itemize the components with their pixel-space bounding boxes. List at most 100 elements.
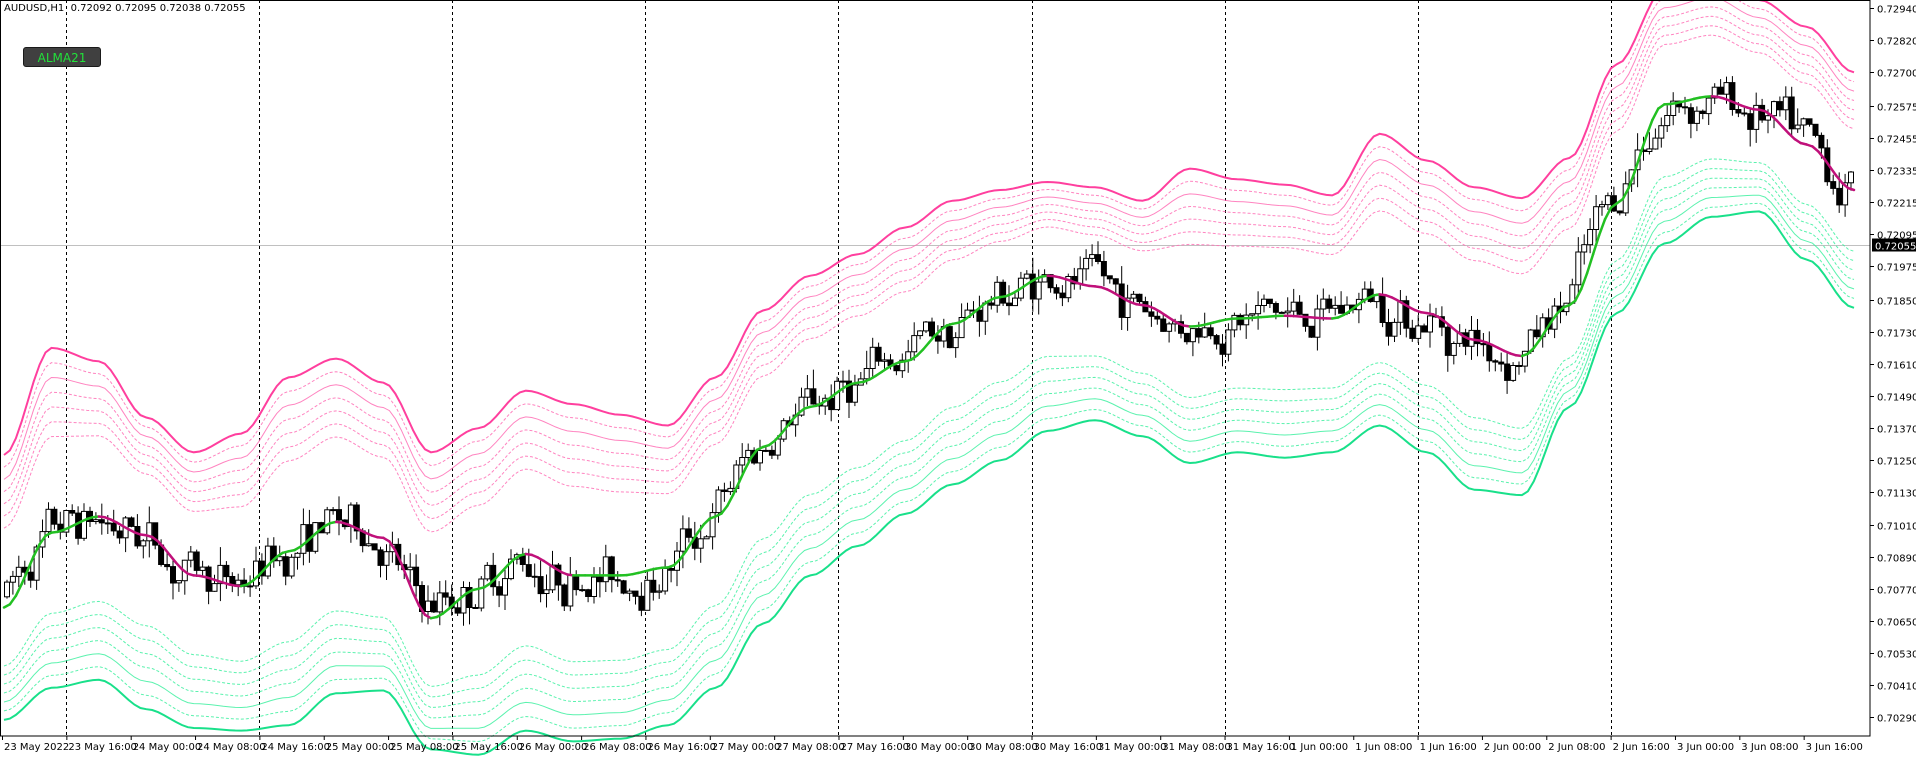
alma-segment — [785, 418, 794, 429]
candle-bull — [508, 558, 514, 580]
alma-segment — [441, 607, 450, 615]
candle-bear — [1682, 106, 1688, 109]
candle-bear — [1421, 325, 1428, 333]
alma-segment — [1781, 125, 1791, 135]
x-tick-label: 30 May 16:00 — [1034, 742, 1103, 753]
y-tick-label: 0.72335 — [1877, 167, 1916, 178]
alma-segment — [1585, 253, 1595, 275]
candle-bear — [282, 556, 289, 577]
candle-bull — [1255, 305, 1262, 315]
lower-band-line — [3, 177, 1855, 708]
alma-segment — [1769, 113, 1779, 122]
candle-bull — [478, 578, 485, 609]
candle-bear — [1100, 261, 1107, 277]
candle-bull — [1599, 204, 1605, 208]
candle-bull — [1130, 293, 1137, 299]
alma-segment — [1823, 157, 1832, 169]
candle-bull — [1243, 314, 1250, 326]
candle-bull — [952, 337, 959, 349]
candle-bear — [430, 600, 437, 613]
candle-bull — [1723, 82, 1730, 95]
candle-bear — [946, 326, 953, 349]
candle-bull — [199, 566, 206, 571]
candle-bear — [1516, 365, 1522, 367]
upper-band-line — [3, 34, 1855, 533]
candle-bull — [294, 552, 301, 558]
candle-bear — [134, 526, 141, 547]
x-tick-label: 27 May 00:00 — [712, 742, 781, 753]
alma-segment — [405, 576, 415, 595]
y-tick-label: 0.70530 — [1877, 650, 1916, 661]
alma-segment — [1829, 166, 1838, 177]
indicator-label-button[interactable]: ALMA21 — [23, 47, 101, 67]
x-tick-label: 26 May 00:00 — [519, 742, 588, 753]
candle-bear — [721, 489, 728, 492]
candle-bull — [460, 587, 467, 614]
candle-bear — [1747, 113, 1754, 130]
candle-bull — [549, 564, 556, 591]
candle-bull — [1290, 301, 1297, 312]
alma-segment — [311, 529, 320, 538]
candle-bull — [1320, 298, 1327, 310]
x-tick-label: 30 May 08:00 — [969, 742, 1038, 753]
candle-bear — [1759, 104, 1766, 121]
candle-bull — [187, 551, 194, 561]
candle-bull — [804, 388, 811, 398]
candle-bear — [1444, 326, 1451, 356]
alma-segment — [1526, 346, 1536, 356]
candle-bear — [1266, 298, 1273, 305]
candle-bear — [1000, 281, 1007, 304]
candle-bull — [626, 590, 633, 594]
candle-bear — [934, 335, 941, 342]
candle-bull — [1314, 308, 1321, 338]
alma-segment — [1538, 329, 1547, 342]
candle-bear — [1160, 318, 1167, 332]
candle-bull — [81, 510, 87, 539]
candle-bear — [561, 584, 568, 607]
upper-band-line — [3, 25, 1855, 520]
y-tick-label: 0.71490 — [1877, 393, 1916, 404]
candle-bear — [1106, 275, 1113, 280]
candle-bear — [413, 566, 420, 587]
y-tick-label: 0.71250 — [1877, 457, 1916, 468]
candle-bull — [502, 578, 508, 596]
candle-bull — [591, 576, 597, 597]
candle-bear — [1480, 343, 1487, 346]
candle-bear — [377, 549, 384, 566]
alma-segment — [1449, 325, 1458, 333]
y-tick-label: 0.70290 — [1877, 714, 1916, 725]
candle-bull — [911, 335, 918, 353]
candle-bull — [1604, 195, 1611, 206]
candle-bear — [164, 564, 171, 568]
y-tick-label: 0.70770 — [1877, 586, 1916, 597]
candle-bull — [1225, 329, 1232, 355]
alma-segment — [388, 540, 397, 552]
alma-segment — [168, 554, 178, 564]
alma-segment — [1834, 174, 1844, 185]
candle-bear — [1776, 101, 1783, 111]
current-price-label: 0.72055 — [1875, 242, 1916, 253]
alma-segment — [1633, 152, 1642, 174]
candle-bear — [632, 590, 639, 597]
candle-bull — [330, 509, 337, 512]
candle-bull — [1753, 104, 1760, 130]
alma-segment — [500, 563, 510, 573]
candle-bull — [63, 510, 70, 533]
lower-band-line — [3, 158, 1855, 687]
candle-bear — [685, 528, 692, 538]
candle-bear — [1272, 303, 1279, 313]
x-tick-label: 31 May 00:00 — [1098, 742, 1167, 753]
candle-bear — [1403, 300, 1410, 329]
candle-bull — [715, 489, 722, 514]
candle-bear — [1136, 293, 1143, 303]
candle-bear — [1095, 254, 1101, 263]
candle-bull — [1575, 251, 1582, 286]
candle-bull — [697, 538, 704, 549]
alma-segment — [1775, 119, 1785, 129]
candle-bull — [288, 556, 295, 577]
candle-bear — [1492, 360, 1499, 363]
candle-bull — [1658, 125, 1665, 139]
